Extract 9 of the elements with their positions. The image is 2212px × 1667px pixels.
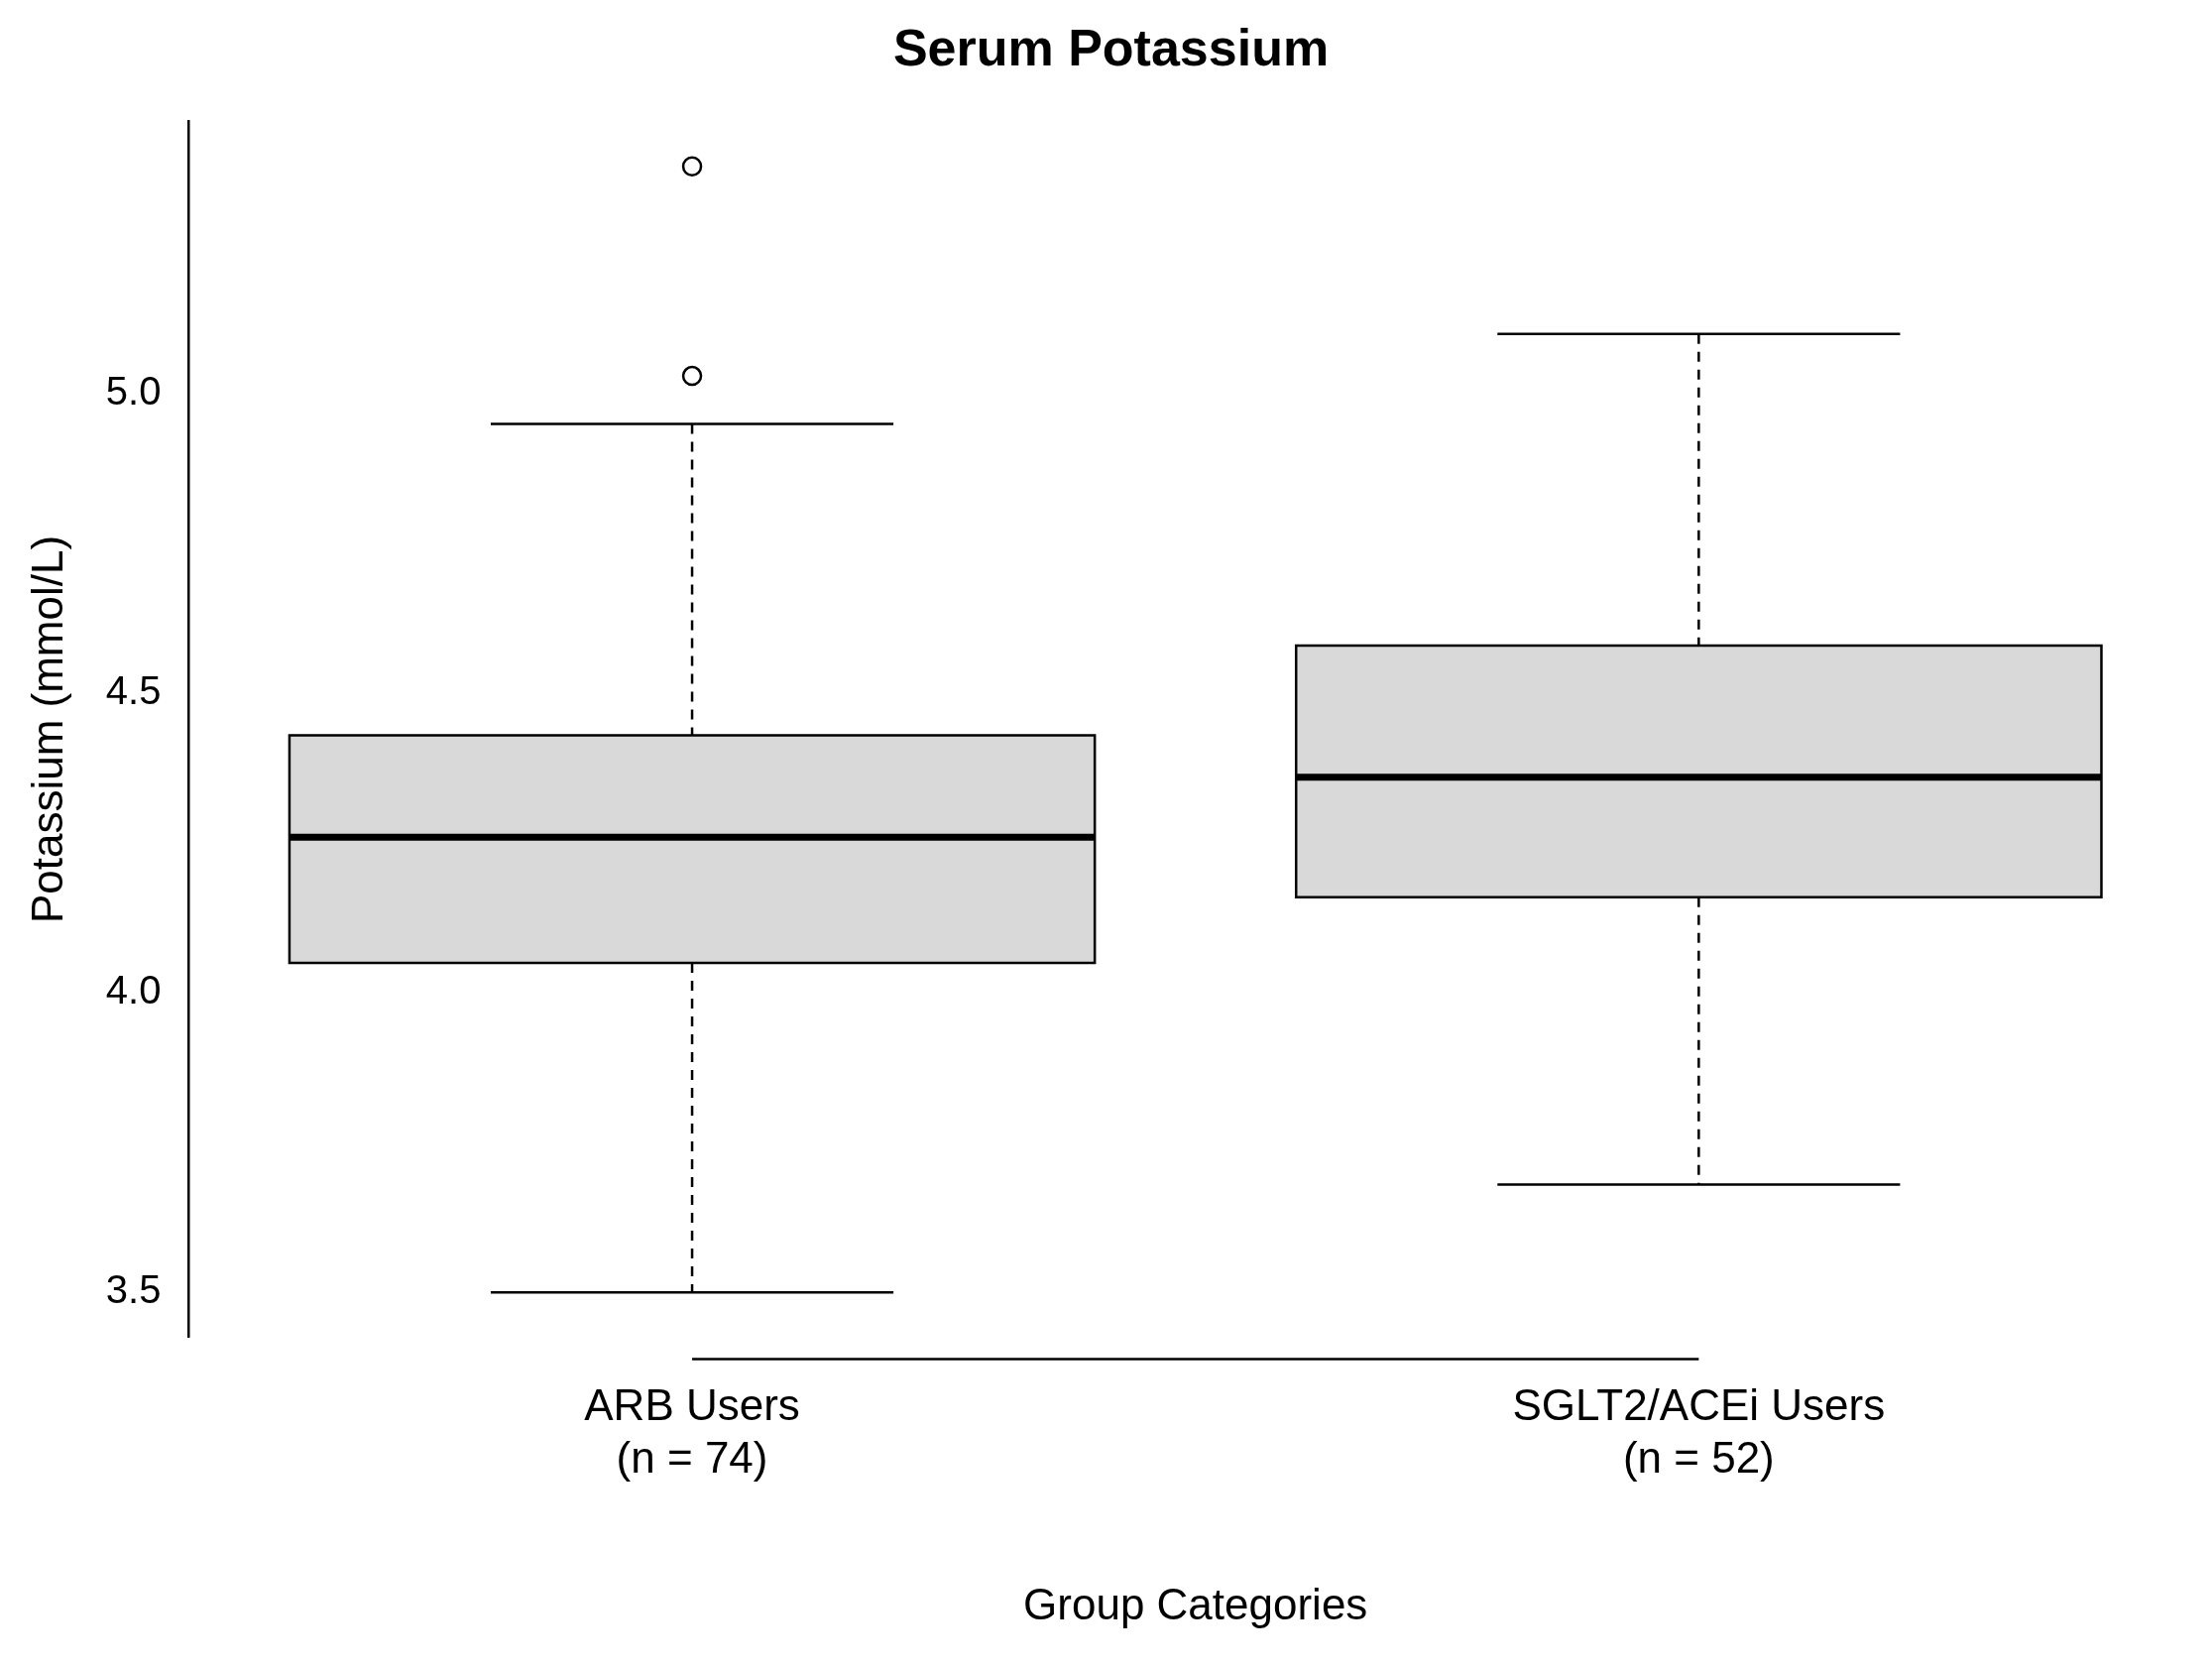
y-tick-label: 4.0 (105, 968, 162, 1012)
x-axis-title: Group Categories (1023, 1579, 1368, 1628)
y-tick-label: 3.5 (105, 1267, 162, 1312)
y-tick-label: 4.5 (105, 668, 162, 713)
y-axis-title: Potassium (mmol/L) (22, 535, 71, 924)
x-tick-label: SGLT2/ACEi Users (n = 52) (1512, 1380, 1886, 1482)
chart-title: Serum Potassium (892, 18, 1330, 76)
x-tick-label: ARB Users (n = 74) (584, 1380, 800, 1482)
y-tick-label: 5.0 (105, 369, 162, 414)
